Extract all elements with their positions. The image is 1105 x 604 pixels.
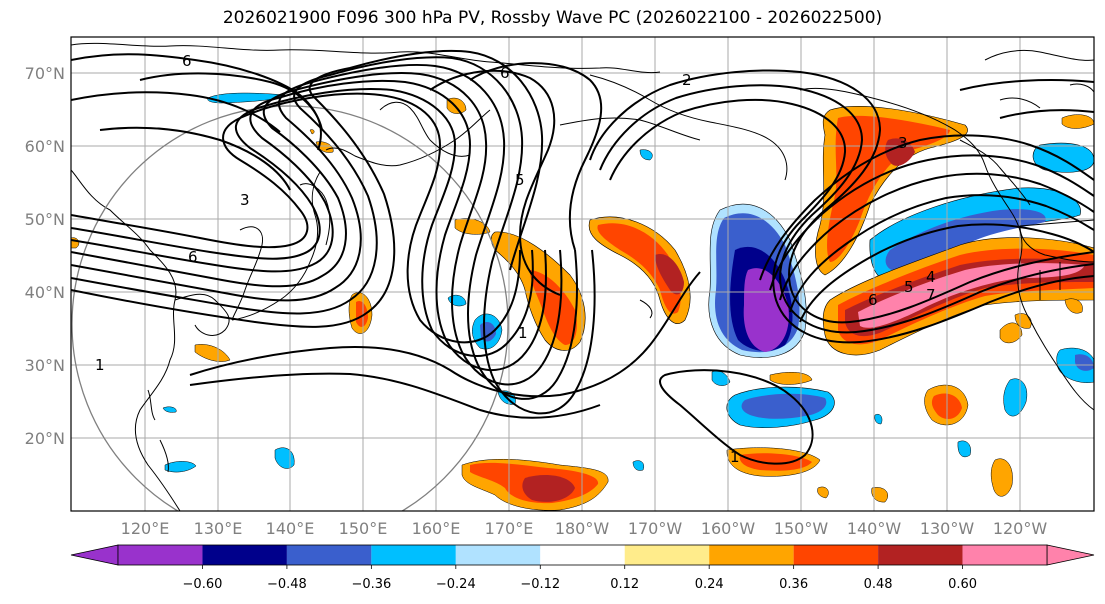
colorbar-cell <box>540 545 625 565</box>
colorbar-tick-label: 0.60 <box>948 577 977 592</box>
colorbar: −0.60 −0.48 −0.36 −0.24 −0.12 0.12 0.24 0.36 0.4… <box>70 544 1095 592</box>
coastlines <box>71 42 1094 511</box>
pv-contours <box>71 49 1094 465</box>
colorbar-high-extension <box>1046 544 1095 566</box>
contour-label: 7 <box>926 286 936 304</box>
lon-label: 140°W <box>847 519 902 538</box>
map-frame <box>70 36 1095 512</box>
colorbar-tick-label: −0.60 <box>183 577 223 592</box>
contour-label: 1 <box>730 448 740 466</box>
pv-anomaly-shading <box>71 92 1094 511</box>
colorbar-cell <box>624 545 710 565</box>
colorbar-frame <box>117 544 1048 566</box>
colorbar-cell <box>202 545 287 565</box>
contour-label: 5 <box>515 171 525 189</box>
lat-label: 50°N <box>25 210 65 229</box>
lon-label: 170°W <box>628 519 683 538</box>
contour-label: 6 <box>500 64 510 82</box>
lat-label: 60°N <box>25 137 65 156</box>
contour-label: 1 <box>518 324 528 342</box>
lat-label: 30°N <box>25 356 65 375</box>
colorbar-tick-label: 0.12 <box>610 577 639 592</box>
lon-label: 150°W <box>774 519 829 538</box>
colorbar-cell <box>878 545 963 565</box>
contour-label: 3 <box>898 134 908 152</box>
lon-label: 160°W <box>701 519 756 538</box>
contour-label: 5 <box>904 278 914 296</box>
lat-label: 20°N <box>25 429 65 448</box>
contour-label: 4 <box>926 268 936 286</box>
colorbar-tick-label: 0.48 <box>864 577 893 592</box>
lon-label: 130°W <box>920 519 975 538</box>
reference-circle <box>71 105 509 511</box>
contour-label: 6 <box>182 52 192 70</box>
contour-label: 6 <box>868 291 878 309</box>
longitude-labels: 120°E 130°E 140°E 150°E 160°E 170°E 180°… <box>121 519 1048 538</box>
colorbar-cell <box>709 545 794 565</box>
colorbar-tick-label: −0.36 <box>351 577 391 592</box>
colorbar-tick-label: 0.36 <box>779 577 808 592</box>
contour-labels: 6 6 2 3 5 6 1 1 3 1 7 5 6 4 <box>95 52 936 466</box>
colorbar-cell <box>962 545 1047 565</box>
lon-label: 160°E <box>412 519 461 538</box>
colorbar-tick-label: −0.12 <box>520 577 560 592</box>
lon-label: 120°E <box>121 519 170 538</box>
contour-label: 2 <box>682 71 692 89</box>
colorbar-cell <box>286 545 372 565</box>
lat-label: 40°N <box>25 283 65 302</box>
colorbar-tick-label: −0.48 <box>267 577 307 592</box>
map-title: 2026021900 F096 300 hPa PV, Rossby Wave … <box>222 8 883 28</box>
colorbar-cell <box>371 545 456 565</box>
lon-label: 180°W <box>555 519 610 538</box>
contour-label: 3 <box>240 191 250 209</box>
colorbar-cell <box>118 545 203 565</box>
colorbar-cell <box>455 545 541 565</box>
latitude-labels: 70°N 60°N 50°N 40°N 30°N 20°N <box>25 64 65 448</box>
lon-label: 150°E <box>339 519 388 538</box>
lon-label: 130°E <box>194 519 243 538</box>
graticule <box>71 37 1094 511</box>
colorbar-low-extension <box>70 544 119 566</box>
colorbar-tick-label: 0.24 <box>695 577 724 592</box>
colorbar-tick-label: −0.24 <box>436 577 476 592</box>
colorbar-cell <box>793 545 879 565</box>
lon-label: 140°E <box>266 519 315 538</box>
lon-label: 170°E <box>485 519 534 538</box>
contour-label: 1 <box>95 356 105 374</box>
lat-label: 70°N <box>25 64 65 83</box>
contour-label: 6 <box>188 248 198 266</box>
lon-label: 120°W <box>993 519 1048 538</box>
